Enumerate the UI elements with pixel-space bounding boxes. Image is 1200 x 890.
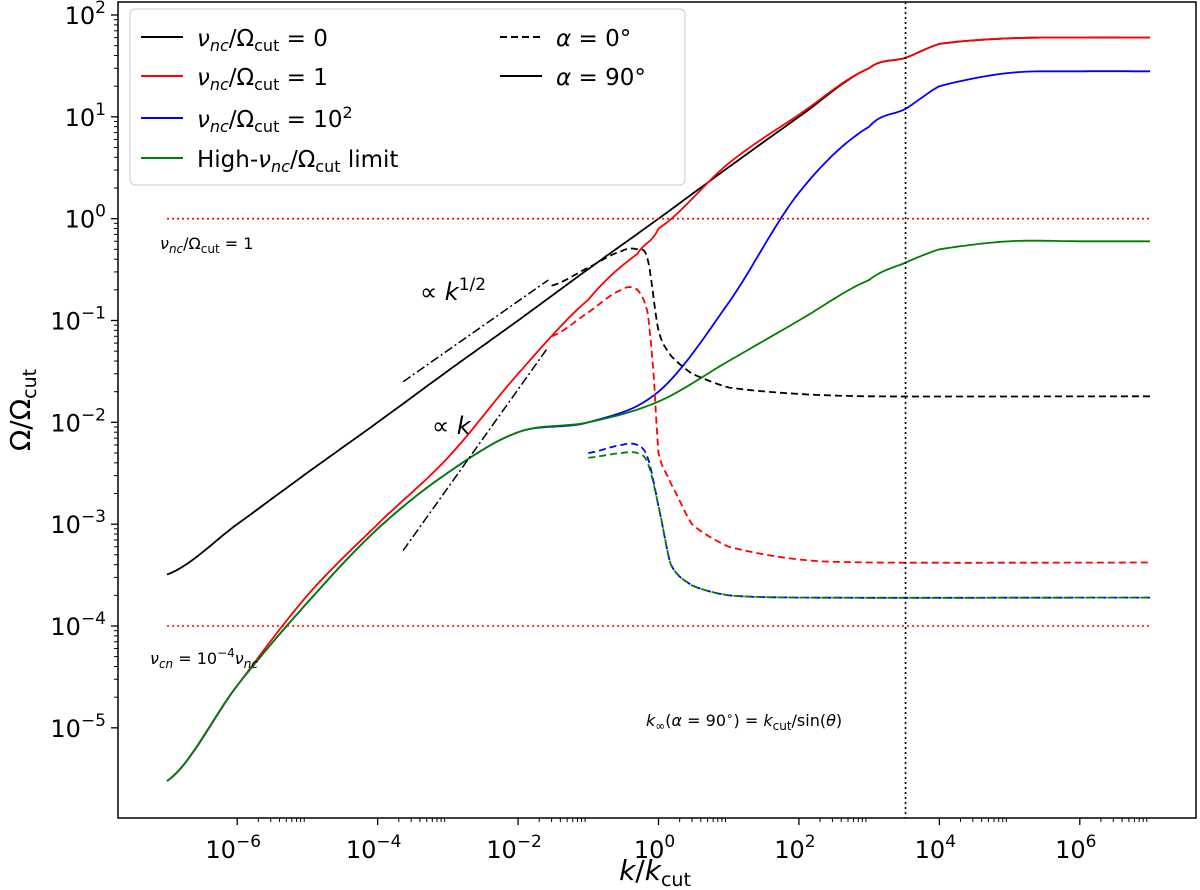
reference-lines: [167, 2, 1150, 818]
axes: 10−6 10−4 10−2 100 102 104 106 10−5 10−4 10−3 10−2…: [50, 0, 1148, 864]
slope-guides: [402, 279, 549, 552]
series-line-nu1-alpha0: [551, 286, 1150, 564]
slope-label-linear: ∝ k: [432, 412, 472, 440]
y-tick-label: 100: [65, 202, 106, 234]
y-tick-label: 10−2: [50, 405, 106, 437]
legend-label-nu100: νnc/Ωcut = 102: [197, 103, 353, 136]
legend-label-nu1: νnc/Ωcut = 1: [197, 65, 328, 94]
annotation-k-infinity: k∞(α = 90∘) = kcut/sin(θ): [646, 709, 842, 733]
series-layer: [166, 36, 1150, 782]
y-tick-label: 101: [65, 100, 106, 132]
x-tick-label: 100: [634, 832, 675, 864]
legend-label-alpha90: α = 90°: [556, 65, 646, 91]
x-tick-label: 102: [774, 832, 815, 864]
series-line-nu1-alpha90: [166, 36, 1150, 782]
annotation-nu-nc-equals-1: νnc/Ωcut = 1: [160, 234, 253, 256]
y-tick-label: 10−5: [50, 711, 106, 743]
y-tick-label: 10−4: [50, 609, 106, 641]
legend-label-high-limit: High-νnc/Ωcut limit: [197, 147, 398, 176]
annotation-nu-cn: νcn = 10−4νnc: [150, 646, 258, 671]
legend-frame: [129, 8, 686, 186]
x-tick-label: 10−6: [205, 832, 261, 864]
series-line-high-limit-alpha90: [166, 239, 1150, 782]
legend-label-alpha0: α = 0°: [556, 26, 631, 52]
legend: νnc/Ωcut = 0 νnc/Ωcut = 1 νnc/Ωcut = 102…: [129, 8, 686, 186]
y-tick-label: 102: [65, 0, 106, 30]
y-tick-label: 10−3: [50, 507, 106, 539]
slope-guide-1: [402, 346, 549, 552]
x-tick-label: 106: [1055, 832, 1096, 864]
y-tick-label: 10−1: [50, 304, 106, 336]
x-tick-label: 10−4: [346, 832, 402, 864]
legend-label-nu0: νnc/Ωcut = 0: [197, 26, 328, 55]
slope-guide-0: [402, 279, 549, 383]
x-tick-label: 10−2: [486, 832, 542, 864]
x-axis-label: k/kcut: [619, 854, 691, 890]
series-line-nu0-alpha0: [551, 247, 1150, 398]
y-axis-label: Ω/Ωcut: [4, 369, 41, 451]
x-tick-label: 104: [915, 832, 956, 864]
series-line-nu100-alpha0: [588, 442, 1150, 599]
